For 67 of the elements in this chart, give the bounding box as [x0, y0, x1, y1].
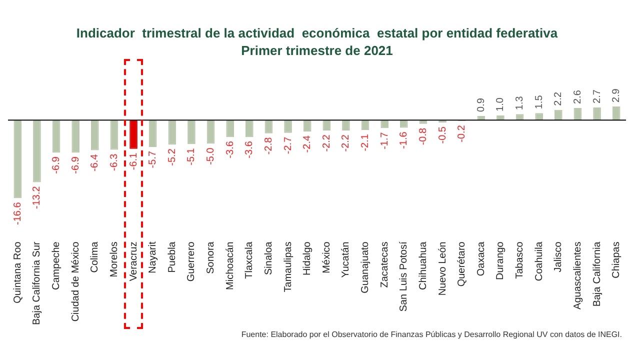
data-label: 2.7 [592, 89, 603, 104]
x-tick-label: Ciudad de México [70, 241, 82, 322]
x-tick-label: Colima [90, 241, 101, 273]
data-label: -6.9 [70, 156, 82, 174]
data-label: 2.2 [553, 92, 564, 106]
x-tick-label: Tamaulipas [282, 242, 294, 292]
x-tick-label: Sinaloa [263, 241, 274, 275]
x-tick-label: Quintana Roo [12, 241, 24, 304]
data-label: -6.1 [128, 152, 140, 170]
data-label: -2.8 [263, 136, 274, 155]
x-tick-label: Tlaxcala [244, 241, 256, 279]
data-label: -2.7 [282, 136, 294, 154]
x-tick-label: Baja California [592, 241, 603, 307]
data-label: 2.9 [611, 88, 622, 103]
x-tick-label: Jalisco [553, 241, 564, 272]
x-tick-label: Campeche [51, 241, 62, 290]
x-tick-label: Guanajuato [360, 241, 372, 294]
data-label: -5.1 [186, 148, 198, 166]
data-label: -1.6 [398, 131, 410, 149]
source-note: Fuente: Elaborado por el Observatorio de Finanzas Públicas y Desarrollo Regional UV con datos de INEGI. [241, 330, 622, 340]
data-label: -0.8 [418, 128, 429, 146]
data-label: -3.6 [224, 140, 236, 158]
x-tick-label: Yucatán [340, 242, 352, 278]
x-tick-label: México [321, 241, 332, 274]
x-tick-label: Durango [495, 241, 506, 280]
data-label: -6.9 [51, 156, 62, 174]
data-label: 1.0 [495, 97, 506, 112]
x-tick-label: Querétaro [456, 241, 468, 287]
x-tick-label: Michoacán [224, 242, 236, 290]
x-tick-label: Aguascalientes [572, 242, 584, 310]
data-label: -16.6 [12, 202, 24, 225]
data-label: -13.2 [32, 186, 43, 209]
x-tick-label: Veracruz [128, 242, 140, 282]
data-label: -2.2 [340, 134, 352, 152]
data-label: 1.5 [534, 94, 545, 110]
x-tick-label: Oaxaca [476, 241, 487, 276]
data-label: -6.4 [90, 154, 101, 172]
data-label: -5.2 [166, 148, 178, 166]
chart-title: Indicador trimestral de la actividad económica estatal por entidad federativa [76, 25, 558, 40]
data-label: 0.9 [476, 98, 487, 112]
x-tick-label: Puebla [166, 241, 178, 273]
x-tick-label: Chiapas [611, 242, 622, 278]
x-tick-label: San Luis Potosí [398, 241, 410, 312]
x-tick-label: Chihuahua [418, 241, 429, 290]
x-tick-label: Sonora [206, 241, 217, 274]
x-tick-label: Hidalgo [302, 241, 314, 276]
data-label: -0.2 [456, 124, 468, 142]
data-label: 2.6 [572, 90, 584, 104]
x-tick-label: Nuevo León [437, 242, 448, 296]
data-label: -5.7 [148, 150, 159, 168]
data-label: -2.4 [302, 135, 314, 153]
data-label: -6.3 [108, 153, 120, 172]
x-tick-label: Tabasco [514, 241, 526, 279]
data-label: -2.2 [321, 134, 332, 152]
data-label: 1.3 [514, 96, 526, 110]
data-label: -5.0 [206, 147, 217, 165]
data-label: -2.1 [360, 134, 372, 152]
x-tick-label: Baja California Sur [32, 240, 43, 325]
data-label: -0.5 [437, 126, 448, 144]
data-label: -3.6 [244, 140, 256, 158]
x-tick-label: Morelos [108, 242, 120, 278]
chart-subtitle: Primer trimestre de 2021 [241, 42, 393, 58]
x-tick-label: Coahuila [534, 241, 545, 282]
x-tick-label: Nayarit [148, 241, 159, 274]
data-label: -1.7 [379, 132, 390, 150]
x-tick-label: Zacatecas [379, 242, 390, 288]
x-tick-label: Guerrero [186, 241, 198, 282]
